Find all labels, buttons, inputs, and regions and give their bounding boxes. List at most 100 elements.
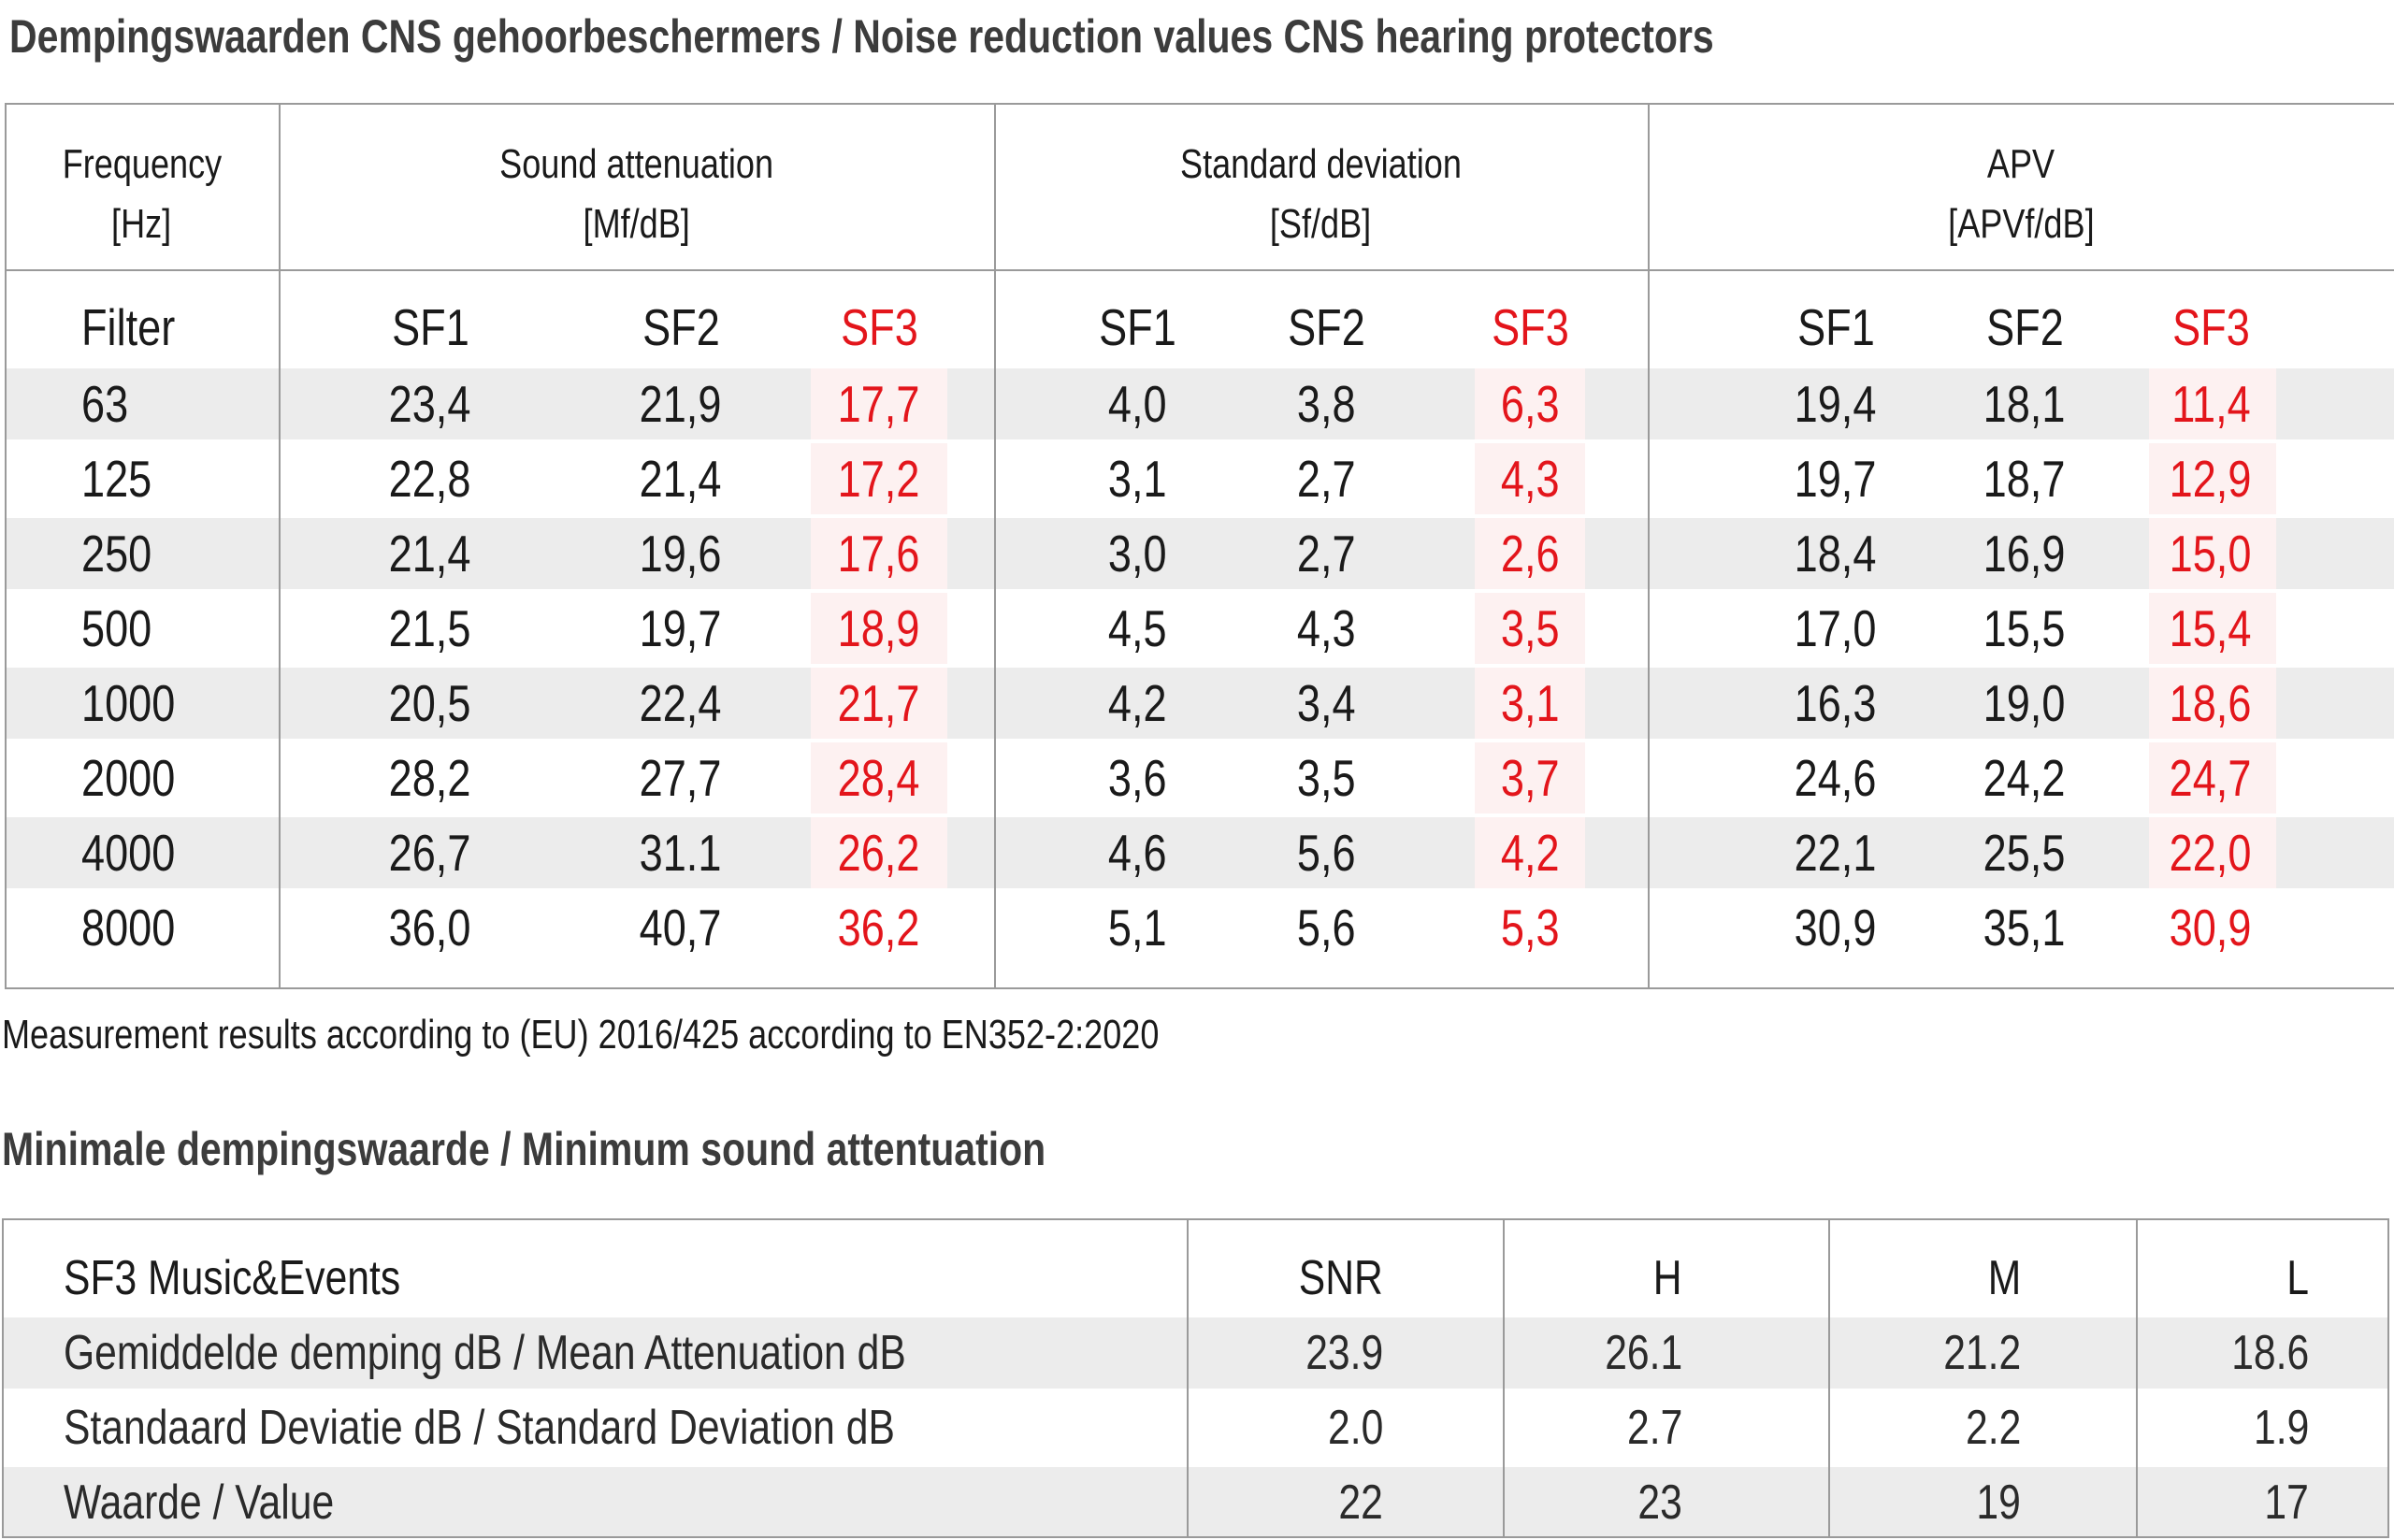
row-label: Standaard Deviatie dB / Standard Deviati… — [64, 1401, 895, 1455]
value-cell: 20,5 — [389, 674, 471, 732]
value-cell: 24,2 — [1983, 749, 2066, 807]
column-divider — [279, 103, 281, 989]
sf3-highlight — [2149, 817, 2276, 888]
sf3-highlight — [811, 817, 947, 888]
sf3-highlight — [811, 518, 947, 589]
value-cell: 30,9 — [2170, 899, 2252, 957]
sf3-highlight — [1475, 593, 1585, 664]
frequency-cell: 500 — [81, 599, 152, 657]
measurement-note: Measurement results according to (EU) 20… — [2, 1012, 1160, 1058]
sf3-highlight — [1475, 368, 1585, 439]
value-cell: 30,9 — [1795, 899, 1877, 957]
value-cell: 15,5 — [1983, 599, 2066, 657]
value-cell: 21.2 — [1943, 1326, 2021, 1380]
value-cell: 35,1 — [1983, 899, 2066, 957]
value-cell: 19,4 — [1795, 375, 1877, 433]
value-cell: 31.1 — [640, 824, 722, 882]
value-cell: 22,8 — [389, 450, 471, 508]
header-l: L — [2286, 1251, 2309, 1305]
subheader-sf3: SF3 — [1491, 298, 1569, 356]
value-cell: 26,7 — [389, 824, 471, 882]
value-cell: 18,4 — [1795, 525, 1877, 583]
sf3-highlight — [2149, 368, 2276, 439]
frequency-cell: 4000 — [81, 824, 176, 882]
header-apv: APV [APVf/dB] — [1947, 141, 2095, 247]
value-cell: 2,7 — [1296, 525, 1356, 583]
value-cell: 27,7 — [640, 749, 722, 807]
value-cell: 23 — [1637, 1475, 1682, 1530]
value-cell: 3,5 — [1296, 749, 1356, 807]
subheader-sf2: SF2 — [1985, 298, 2064, 356]
value-cell: 21,4 — [640, 450, 722, 508]
sf3-highlight — [2149, 668, 2276, 739]
noise-reduction-table: Frequency [Hz] Sound attenuation [Mf/dB]… — [5, 103, 2394, 991]
value-cell: 4,2 — [1107, 674, 1167, 732]
subheader-filter: Filter — [81, 298, 176, 356]
value-cell: 4,3 — [1296, 599, 1356, 657]
table-border — [5, 103, 2394, 989]
sf3-highlight — [2149, 593, 2276, 664]
value-cell: 36,0 — [389, 899, 471, 957]
column-divider — [1828, 1218, 1830, 1538]
sf3-highlight — [811, 742, 947, 813]
subheader-sf1: SF1 — [391, 298, 469, 356]
value-cell: 5,6 — [1296, 899, 1356, 957]
value-cell: 4,6 — [1107, 824, 1167, 882]
minimum-attenuation-table: SF3 Music&Events SNR H M L Gemiddelde de… — [2, 1218, 2394, 1538]
value-cell: 17 — [2264, 1475, 2309, 1530]
value-cell: 23.9 — [1305, 1326, 1383, 1380]
frequency-cell: 125 — [81, 450, 152, 508]
value-cell: 3,5 — [1500, 599, 1560, 657]
value-cell: 22,1 — [1795, 824, 1877, 882]
value-cell: 12,9 — [2170, 450, 2252, 508]
value-cell: 40,7 — [640, 899, 722, 957]
subheader-sf2: SF2 — [642, 298, 720, 356]
value-cell: 21,4 — [389, 525, 471, 583]
row-band — [5, 518, 2394, 589]
subheader-sf2: SF2 — [1287, 298, 1365, 356]
value-cell: 2,7 — [1296, 450, 1356, 508]
sf3-highlight — [1475, 668, 1585, 739]
value-cell: 15,4 — [2170, 599, 2252, 657]
subheader-sf1: SF1 — [1098, 298, 1176, 356]
value-cell: 23,4 — [389, 375, 471, 433]
header-h: H — [1653, 1251, 1682, 1305]
value-cell: 16,3 — [1795, 674, 1877, 732]
value-cell: 19,7 — [640, 599, 722, 657]
sf3-highlight — [2149, 443, 2276, 514]
value-cell: 17,6 — [838, 525, 920, 583]
value-cell: 4,3 — [1500, 450, 1560, 508]
value-cell: 22,0 — [2170, 824, 2252, 882]
subheader-sf1: SF1 — [1796, 298, 1875, 356]
value-cell: 21,5 — [389, 599, 471, 657]
header-standard-deviation: Standard deviation [Sf/dB] — [1180, 141, 1462, 247]
value-cell: 3,0 — [1107, 525, 1167, 583]
column-divider — [1648, 103, 1650, 989]
value-cell: 5,3 — [1500, 899, 1560, 957]
sf3-highlight — [2149, 518, 2276, 589]
frequency-cell: 2000 — [81, 749, 176, 807]
header-frequency: Frequency [Hz] — [62, 141, 222, 247]
value-cell: 18,9 — [838, 599, 920, 657]
value-cell: 21,7 — [838, 674, 920, 732]
header-snr: SNR — [1298, 1251, 1383, 1305]
value-cell: 3,7 — [1500, 749, 1560, 807]
header-m: M — [1987, 1251, 2021, 1305]
value-cell: 22,4 — [640, 674, 722, 732]
value-cell: 2.2 — [1965, 1401, 2021, 1455]
header-sound-attenuation: Sound attenuation [Mf/dB] — [499, 141, 773, 247]
value-cell: 21,9 — [640, 375, 722, 433]
value-cell: 4,2 — [1500, 824, 1560, 882]
value-cell: 18,1 — [1983, 375, 2066, 433]
sf3-highlight — [1475, 443, 1585, 514]
subheader-sf3: SF3 — [840, 298, 918, 356]
value-cell: 15,0 — [2170, 525, 2252, 583]
value-cell: 28,2 — [389, 749, 471, 807]
value-cell: 26.1 — [1605, 1326, 1682, 1380]
header-sf3-music-events: SF3 Music&Events — [64, 1251, 401, 1305]
value-cell: 19,0 — [1983, 674, 2066, 732]
value-cell: 17,2 — [838, 450, 920, 508]
sf3-highlight — [1475, 742, 1585, 813]
sf3-highlight — [811, 368, 947, 439]
column-divider — [2136, 1218, 2138, 1538]
